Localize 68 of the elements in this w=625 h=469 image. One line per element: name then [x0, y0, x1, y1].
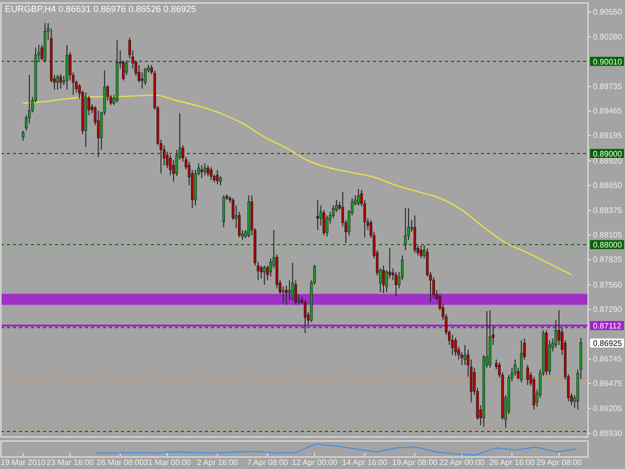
x-tick-label: 2 Apr 16:00	[196, 458, 238, 467]
x-tick-label: 14 Apr 16:00	[342, 458, 388, 467]
candlestick	[125, 60, 128, 76]
x-tick-label: 19 Apr 08:00	[392, 458, 438, 467]
candlestick	[140, 72, 144, 90]
candlestick	[357, 188, 360, 206]
y-tick-label: 0.88375	[593, 206, 622, 215]
y-tick-label: 0.86745	[593, 354, 622, 364]
ref-line-label: 0.87112	[593, 322, 622, 331]
candlestick	[288, 280, 291, 301]
y-tick-label: 0.87835	[593, 255, 622, 264]
y-tick-label: 0.88105	[593, 230, 622, 240]
candlestick	[414, 214, 416, 254]
ref-line-label: 0.90010	[593, 57, 622, 66]
candlestick	[326, 214, 328, 237]
candlestick	[404, 208, 407, 251]
candlestick	[200, 164, 204, 179]
candlestick	[304, 300, 306, 334]
x-tick-label: 26 Mar 08:00	[96, 458, 144, 467]
y-tick-label: 0.88920	[593, 156, 622, 166]
candlestick	[285, 285, 288, 306]
y-tick-label: 0.87290	[593, 304, 622, 314]
x-tick-label: 29 Apr 08:00	[536, 458, 582, 467]
candlestick	[59, 74, 62, 90]
candlestick	[206, 164, 210, 177]
candlestick	[210, 166, 212, 180]
candlestick	[204, 162, 206, 176]
x-tick-label: 23 Mar 16:00	[46, 458, 94, 467]
y-tick-label: 0.87560	[593, 280, 622, 290]
candlestick	[316, 199, 319, 231]
x-tick-label: 26 Apr 16:00	[489, 458, 536, 467]
candlestick	[420, 245, 422, 259]
candlestick	[322, 209, 326, 236]
candlestick	[282, 286, 284, 304]
y-tick-label: 0.86475	[593, 379, 622, 388]
line-series	[22, 94, 572, 276]
candlestick	[144, 68, 147, 86]
y-tick-label: 0.90550	[593, 8, 622, 17]
x-tick-label: 19 Mar 2010	[0, 458, 46, 467]
y-tick-label: 0.89465	[593, 106, 622, 116]
candlestick	[216, 169, 219, 185]
candlestick	[394, 271, 398, 298]
y-tick-label: 0.89735	[593, 82, 622, 91]
candlestick	[451, 334, 454, 356]
candlestick	[526, 364, 529, 386]
candlestick	[97, 110, 100, 158]
x-tick-label: 31 Mar 00:00	[144, 458, 192, 467]
x-tick-label: 12 Apr 00:00	[292, 458, 338, 467]
candlestick	[56, 74, 59, 90]
y-tick-label: 0.85930	[593, 428, 622, 438]
y-tick-label: 0.90280	[593, 32, 622, 42]
y-tick-label: 0.89195	[593, 131, 622, 140]
y-tick-label: 0.88650	[593, 180, 622, 190]
candlestick	[464, 344, 466, 366]
candlestick	[22, 130, 24, 142]
x-tick-label: 22 Apr 00:00	[439, 458, 486, 467]
candlestick	[454, 337, 457, 356]
chart-title: EURGBP,H4 0.86631 0.86976 0.86526 0.86925	[5, 4, 196, 14]
candlestick	[291, 262, 294, 301]
x-tick-label: 7 Apr 08:00	[247, 458, 289, 467]
ref-line-label: 0.89000	[593, 149, 622, 158]
text: 0.86925	[593, 339, 622, 348]
ref-line-label: 0.88000	[593, 240, 622, 250]
y-tick-label: 0.86205	[593, 404, 622, 413]
candlestick	[263, 265, 266, 286]
candlestick	[382, 265, 385, 294]
candlestick	[260, 265, 263, 279]
candlestick	[172, 159, 175, 182]
